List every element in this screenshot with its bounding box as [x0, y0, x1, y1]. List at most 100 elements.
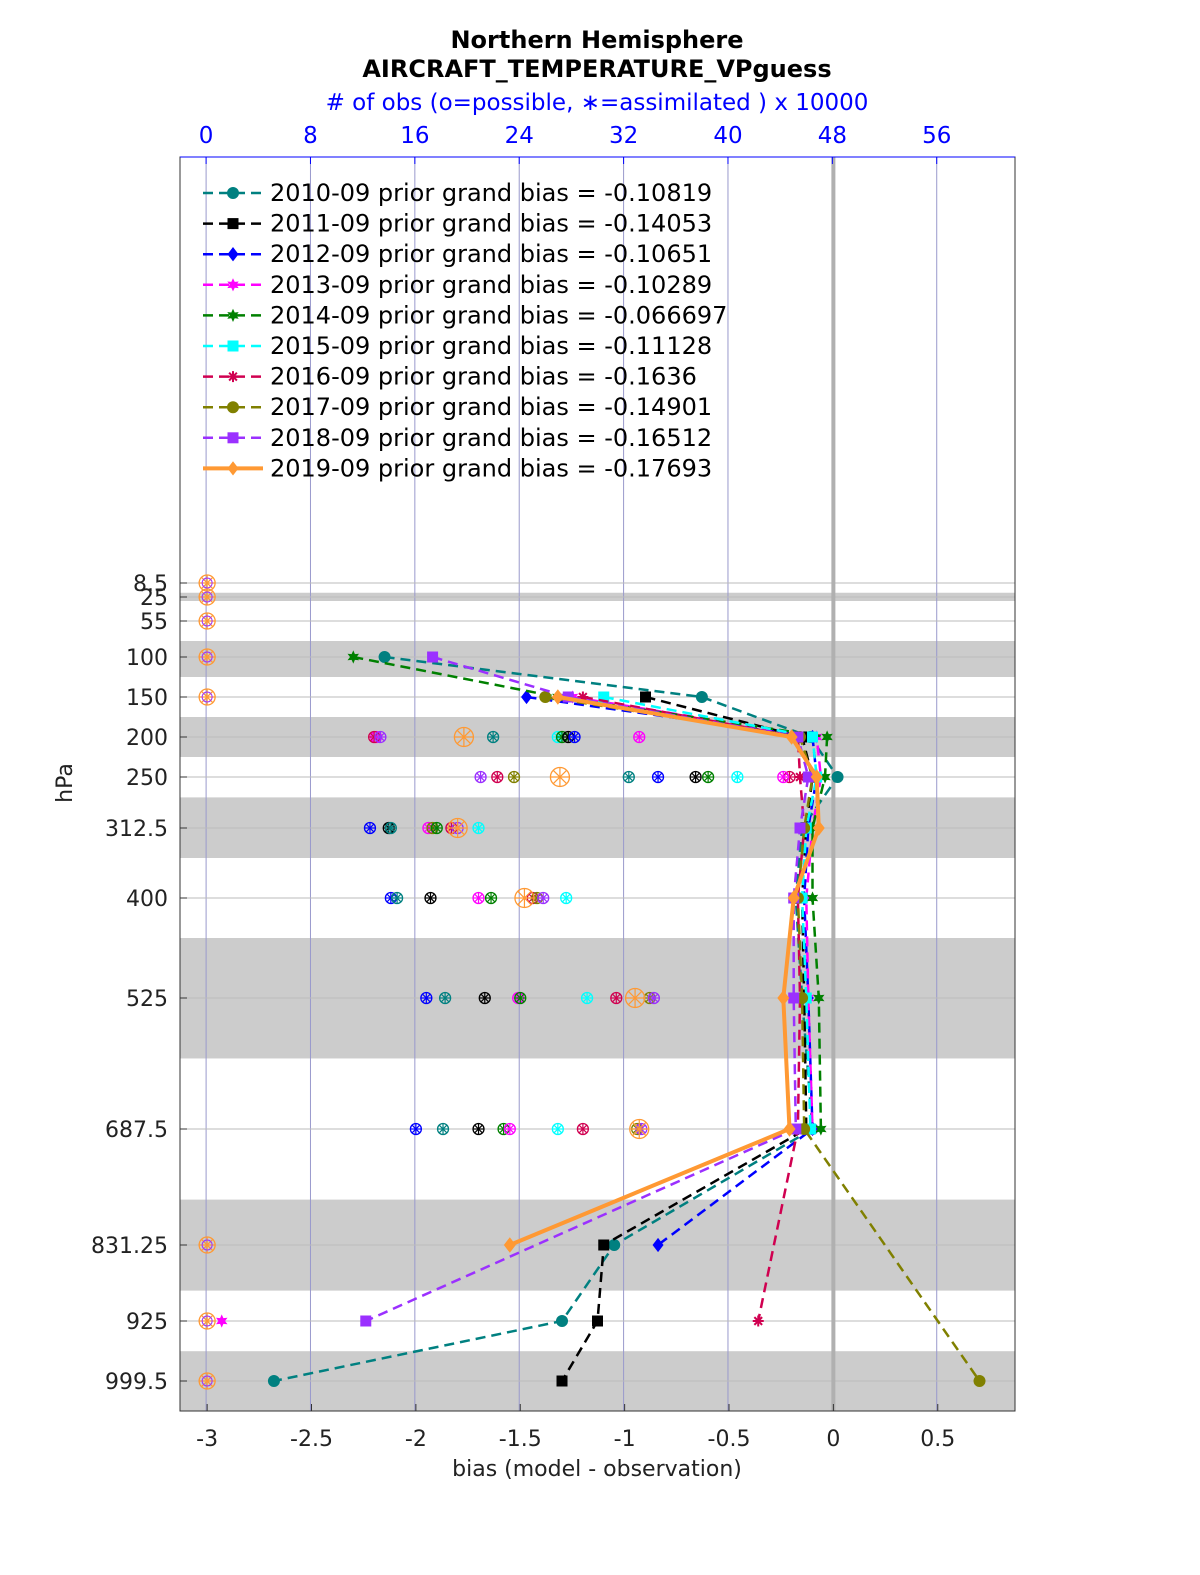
legend-marker: [227, 432, 239, 444]
top-axis-label: # of obs (o=possible, ∗=assimilated ) x …: [326, 90, 869, 116]
series-point: [556, 1375, 568, 1387]
series-point: [806, 821, 819, 835]
obs-marker: [420, 991, 433, 1005]
x-tick-label: -1.5: [499, 1427, 542, 1452]
y-tick-label: 55: [140, 610, 168, 635]
obs-marker: [514, 991, 527, 1005]
chart-subtitle: AIRCRAFT_TEMPERATURE_VPguess: [362, 55, 831, 83]
series-point: [267, 1375, 280, 1387]
legend-entry: 2014-09 prior grand bias = -0.066697: [203, 301, 727, 329]
obs-inner-circle: [201, 1239, 213, 1251]
x-tick-label: -1: [614, 1427, 636, 1452]
legend-label: 2017-09 prior grand bias = -0.14901: [270, 393, 712, 421]
series-point: [783, 1121, 796, 1137]
legend-label: 2018-09 prior grand bias = -0.16512: [270, 424, 712, 452]
x-tick-label: 0: [826, 1427, 840, 1452]
series-point: [360, 1315, 372, 1327]
top-tick-label: 24: [505, 123, 534, 149]
obs-marker: [486, 730, 500, 744]
legend-label: 2019-09 prior grand bias = -0.17693: [270, 454, 712, 482]
obs-marker: [622, 770, 635, 784]
y-tick-label: 250: [126, 766, 168, 791]
obs-inner-circle: [201, 591, 213, 603]
legend-marker: [227, 401, 239, 414]
legend-marker: [227, 340, 239, 352]
legend-marker: [227, 461, 239, 476]
obs-marker: [551, 1122, 564, 1136]
top-tick-label: 32: [609, 123, 638, 149]
series-point: [821, 730, 833, 744]
x-tick-label: -2.5: [290, 1427, 333, 1452]
legend-label: 2013-09 prior grand bias = -0.10289: [270, 271, 712, 299]
legend-entry: 2018-09 prior grand bias = -0.16512: [203, 424, 712, 452]
series-point: [831, 771, 844, 783]
y-tick-label: 8.5: [133, 572, 168, 597]
series-point: [378, 651, 391, 663]
obs-marker: [484, 891, 498, 905]
legend-marker: [227, 308, 239, 322]
y-tick-label: 200: [126, 726, 168, 751]
series-point: [598, 691, 610, 703]
series-point: [598, 1239, 610, 1251]
legend-marker: [227, 187, 239, 199]
legend-label: 2011-09 prior grand bias = -0.14053: [270, 210, 712, 238]
series-point: [347, 650, 359, 664]
obs-marker: [701, 770, 715, 784]
chart-title: Northern Hemisphere: [450, 26, 743, 54]
obs-marker: [374, 730, 387, 744]
series-point: [556, 1315, 569, 1327]
y-tick-label: 400: [126, 887, 168, 912]
top-tick-label: 8: [303, 123, 318, 149]
obs-marker-2019: [198, 688, 216, 706]
obs-marker: [424, 891, 437, 905]
obs-inner-circle: [201, 691, 213, 703]
y-tick-label: 999.5: [105, 1370, 168, 1395]
series-point: [777, 990, 790, 1006]
legend-label: 2016-09 prior grand bias = -0.1636: [270, 363, 697, 391]
series-point: [503, 1237, 516, 1253]
series-point: [640, 691, 652, 703]
x-tick-label: -3: [196, 1427, 218, 1452]
top-tick-label: 0: [199, 123, 214, 149]
obs-marker: [474, 770, 487, 784]
obs-marker-2019: [198, 1312, 216, 1330]
obs-marker: [568, 730, 581, 744]
obs-marker: [537, 891, 550, 905]
legend-label: 2015-09 prior grand bias = -0.11128: [270, 332, 712, 360]
obs-inner-circle: [201, 1375, 213, 1387]
obs-marker-2019: [198, 1372, 216, 1390]
series-point: [810, 769, 823, 785]
series-point: [785, 729, 798, 745]
legend-entry: 2019-09 prior grand bias = -0.17693: [203, 454, 712, 482]
obs-marker: [478, 991, 491, 1005]
obs-marker-2019: [629, 1118, 650, 1140]
legend-entry: 2015-09 prior grand bias = -0.11128: [203, 332, 712, 360]
obs-marker: [580, 991, 594, 1005]
legend-marker: [227, 371, 239, 383]
y-axis-label: hPa: [53, 763, 78, 803]
obs-marker-2019: [624, 987, 646, 1009]
y-tick-label: 831.25: [91, 1234, 168, 1259]
legend-marker: [227, 218, 239, 230]
series-point: [804, 1123, 816, 1135]
observation-markers: [198, 574, 796, 1390]
series-point: [427, 651, 439, 663]
obs-marker-2019: [198, 612, 216, 630]
legend-marker: [227, 278, 239, 292]
legend-entry: 2013-09 prior grand bias = -0.10289: [203, 271, 712, 299]
series-point: [787, 890, 800, 906]
obs-marker-2019: [447, 817, 468, 839]
legend-entry: 2011-09 prior grand bias = -0.14053: [203, 210, 712, 238]
obs-marker: [491, 770, 504, 784]
series-point: [813, 991, 825, 1005]
obs-marker: [363, 821, 377, 835]
top-axis-ticks: 0 8 16 24 32 40 48 56: [199, 123, 951, 164]
obs-marker-2019: [198, 648, 216, 666]
obs-marker: [651, 770, 665, 784]
series-point: [551, 689, 564, 705]
series-point: [812, 820, 825, 836]
series-point: [592, 1315, 603, 1327]
obs-marker: [560, 891, 573, 905]
legend-label: 2010-09 prior grand bias = -0.10819: [270, 179, 712, 207]
legend: 2010-09 prior grand bias = -0.10819 2011-…: [203, 179, 727, 482]
